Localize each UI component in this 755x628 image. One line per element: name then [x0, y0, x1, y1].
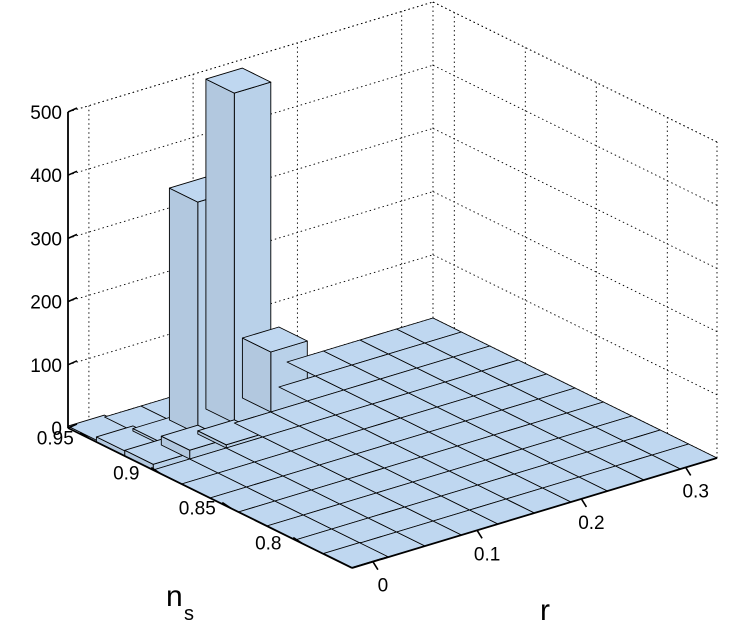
y-axis-tick	[221, 501, 232, 510]
x-tick-label: 0.1	[474, 544, 500, 565]
bar-side-face	[168, 187, 199, 435]
z-axis-tick	[67, 296, 78, 303]
grid-line-side-wall	[432, 254, 718, 396]
box-edge	[432, 1, 718, 143]
z-tick-label: 300	[30, 229, 62, 250]
y-tick-label: 0.9	[113, 464, 139, 485]
x-axis-tick	[476, 529, 483, 539]
x-tick-label: 0.2	[578, 513, 604, 534]
bar-top-face	[205, 67, 272, 94]
y-axis-tick	[150, 466, 161, 475]
z-tick-label: 500	[30, 103, 62, 124]
bar-top-face	[241, 326, 308, 353]
x-tick-label: 0.3	[682, 481, 708, 502]
y-axis-line	[67, 427, 353, 569]
bar-side-face	[205, 78, 235, 424]
y-axis-label: n	[166, 580, 183, 613]
x-axis-label: r	[540, 594, 550, 627]
grid-line-back-wall	[67, 254, 434, 366]
x-axis-tick	[372, 561, 379, 571]
z-axis-tick	[67, 360, 78, 366]
z-tick-label: 0	[51, 419, 62, 440]
grid-line-side-wall	[432, 127, 718, 269]
z-tick-label: 100	[30, 356, 62, 377]
grid-line-side-wall	[432, 191, 718, 333]
grid-line-side-wall	[432, 64, 718, 206]
grid-line-back-wall	[67, 64, 434, 176]
z-tick-label: 400	[30, 166, 62, 187]
y-tick-label: 0.95	[37, 429, 74, 450]
y-axis-tick	[79, 431, 90, 440]
z-axis-tick	[67, 107, 78, 113]
x-axis-line	[351, 457, 718, 569]
grid-line-back-wall	[67, 127, 434, 239]
bars-layer	[67, 67, 718, 569]
grid-line-back-wall	[67, 191, 434, 303]
bar-front-face	[270, 340, 308, 413]
x-axis-tick	[685, 466, 692, 476]
x-axis-tick	[580, 498, 588, 508]
y-tick-label: 0.8	[255, 534, 281, 555]
y-tick-label: 0.85	[179, 499, 216, 520]
bar-8-4	[241, 326, 308, 413]
z-axis-tick	[67, 233, 78, 240]
z-tick-label: 200	[30, 293, 62, 314]
z-axis-tick	[67, 423, 78, 429]
box-edge	[67, 1, 434, 113]
y-axis-label-subscript: s	[184, 603, 194, 625]
x-tick-label: 0	[378, 576, 389, 597]
z-axis-tick	[67, 170, 78, 176]
y-axis-tick	[292, 536, 303, 545]
labels-layer: r n s	[166, 580, 550, 627]
